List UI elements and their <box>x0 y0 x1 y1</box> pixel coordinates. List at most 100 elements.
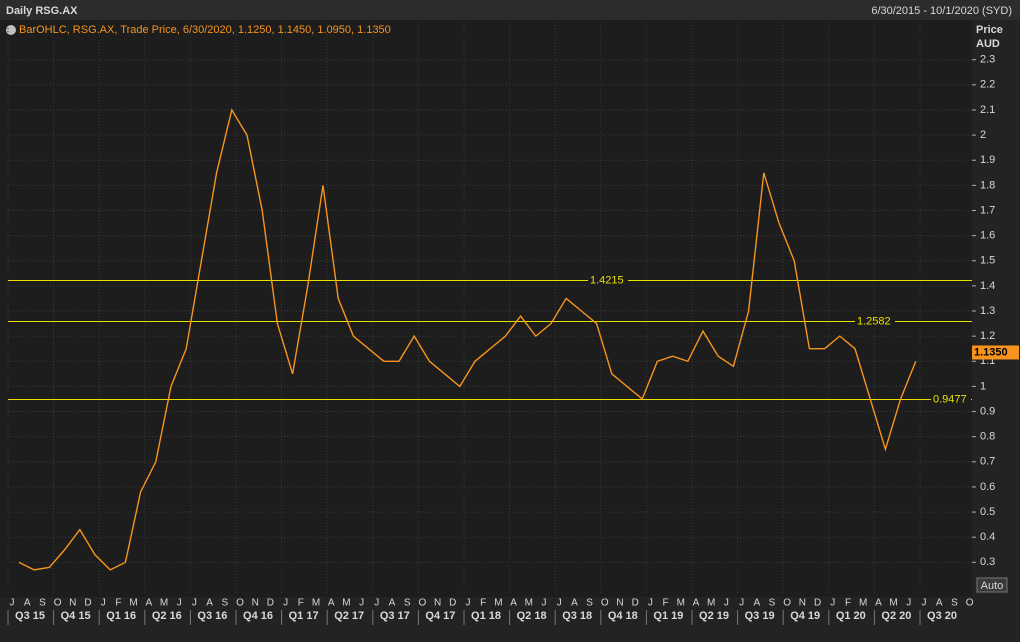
y-tick-label: 1.3 <box>980 305 995 317</box>
quarter-label: Q2 16 <box>152 610 182 622</box>
x-tick-label: D <box>449 598 456 609</box>
y-tick-label: 2 <box>980 129 986 141</box>
x-tick-label: M <box>494 598 502 609</box>
y-tick-label: 2.1 <box>980 104 995 116</box>
date-range: 6/30/2015 - 10/1/2020 (SYD) <box>871 5 1012 17</box>
level-label-bg <box>588 274 628 287</box>
quarter-label: Q2 18 <box>517 610 547 622</box>
quarter-label: Q4 18 <box>608 610 638 622</box>
x-tick-label: S <box>769 598 776 609</box>
x-tick-label: F <box>663 598 669 609</box>
y-axis-label: Price <box>976 24 1003 36</box>
auto-button[interactable] <box>976 577 1008 593</box>
quarter-label: Q3 15 <box>15 610 45 622</box>
x-tick-label: F <box>845 598 851 609</box>
y-tick-label: 1.4 <box>980 280 995 292</box>
x-tick-label: M <box>525 598 533 609</box>
quarter-label: Q3 17 <box>380 610 410 622</box>
x-tick-label: M <box>859 598 867 609</box>
level-label: 0.9477 <box>933 393 967 405</box>
y-tick-label: 0.4 <box>980 531 995 543</box>
x-tick-label: J <box>557 598 562 609</box>
x-tick-label: A <box>875 598 882 609</box>
x-tick-label: J <box>466 598 471 609</box>
quarter-label: Q1 17 <box>289 610 319 622</box>
x-tick-label: J <box>830 598 835 609</box>
x-tick-label: J <box>648 598 653 609</box>
x-tick-label: S <box>586 598 593 609</box>
y-axis-unit: AUD <box>976 38 1000 50</box>
y-tick-label: 1.8 <box>980 179 995 191</box>
x-tick-label: D <box>632 598 639 609</box>
x-tick-label: M <box>129 598 137 609</box>
legend-icon <box>6 25 16 35</box>
last-price-label: 1.1350 <box>974 346 1008 358</box>
y-tick-label: 1.9 <box>980 154 995 166</box>
x-tick-label: O <box>54 598 62 609</box>
x-tick-label: D <box>267 598 274 609</box>
y-tick-label: 2.2 <box>980 79 995 91</box>
x-tick-label: A <box>328 598 335 609</box>
quarter-label: Q4 17 <box>425 610 455 622</box>
x-tick-label: J <box>922 598 927 609</box>
last-price-tag <box>972 345 1019 360</box>
price-line <box>18 108 917 571</box>
x-tick-label: N <box>69 598 76 609</box>
y-tick-label: 0.7 <box>980 456 995 468</box>
x-tick-label: A <box>24 598 31 609</box>
y-tick-label: 0.9 <box>980 405 995 417</box>
x-tick-label: A <box>753 598 760 609</box>
legend-entry: BarOHLC, RSG.AX, Trade Price, 6/30/2020,… <box>19 24 391 36</box>
y-tick-label: 1.2 <box>980 330 995 342</box>
x-tick-label: J <box>739 598 744 609</box>
y-tick-label: 1.5 <box>980 255 995 267</box>
chart-title: Daily RSG.AX <box>6 5 78 17</box>
quarter-label: Q3 20 <box>927 610 957 622</box>
x-tick-label: F <box>115 598 121 609</box>
x-tick-label: J <box>101 598 106 609</box>
x-tick-label: S <box>221 598 228 609</box>
x-tick-label: M <box>707 598 715 609</box>
quarter-label: Q2 17 <box>334 610 364 622</box>
x-tick-label: J <box>906 598 911 609</box>
y-tick-label: 0.6 <box>980 481 995 493</box>
y-tick-label: 2.3 <box>980 54 995 66</box>
x-tick-label: D <box>84 598 91 609</box>
x-tick-label: S <box>951 598 958 609</box>
quarter-label: Q3 18 <box>562 610 592 622</box>
x-tick-label: O <box>601 598 609 609</box>
x-tick-label: M <box>677 598 685 609</box>
header-bar <box>0 0 1020 20</box>
x-tick-label: O <box>419 598 427 609</box>
x-tick-label: N <box>799 598 806 609</box>
quarter-label: Q2 20 <box>881 610 911 622</box>
x-tick-label: J <box>10 598 15 609</box>
x-tick-label: F <box>298 598 304 609</box>
quarter-label: Q4 16 <box>243 610 273 622</box>
x-tick-label: N <box>252 598 259 609</box>
quarter-label: Q4 15 <box>61 610 91 622</box>
quarter-label: Q1 18 <box>471 610 501 622</box>
y-tick-label: 1.7 <box>980 204 995 216</box>
x-tick-label: S <box>39 598 46 609</box>
x-tick-label: M <box>889 598 897 609</box>
y-tick-label: 0.3 <box>980 556 995 568</box>
quarter-label: Q1 19 <box>653 610 683 622</box>
x-tick-label: F <box>480 598 486 609</box>
quarter-label: Q3 19 <box>745 610 775 622</box>
level-label: 1.4215 <box>590 274 624 286</box>
y-tick-label: 1.6 <box>980 230 995 242</box>
x-tick-label: N <box>434 598 441 609</box>
x-tick-label: J <box>177 598 182 609</box>
quarter-label: Q4 19 <box>790 610 820 622</box>
level-label-bg <box>855 315 895 328</box>
x-tick-label: D <box>814 598 821 609</box>
auto-label[interactable]: Auto <box>981 580 1004 592</box>
x-tick-label: J <box>542 598 547 609</box>
x-tick-label: O <box>783 598 791 609</box>
x-tick-label: A <box>389 598 396 609</box>
level-label: 1.2582 <box>857 315 891 327</box>
y-tick-label: 0.5 <box>980 506 995 518</box>
x-tick-label: S <box>404 598 411 609</box>
